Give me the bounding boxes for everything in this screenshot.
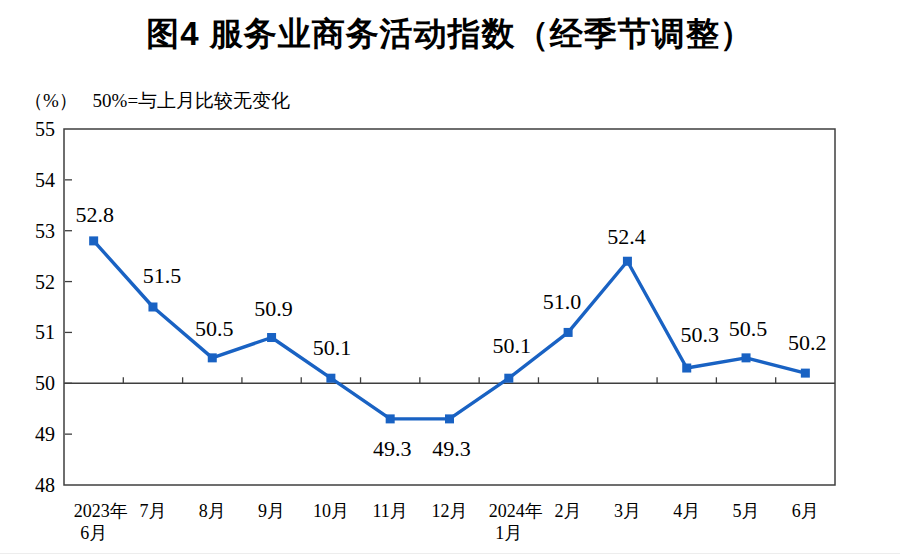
data-point-marker (623, 257, 632, 266)
data-label: 50.3 (680, 322, 719, 347)
services-business-activity-line-chart: 48 49 50 51 52 53 54 55 52.8 51.5 50.5 50.9 50.1 49.3… (0, 0, 900, 558)
data-label: 50.5 (195, 316, 234, 341)
x-tick-label: 8月 (199, 501, 226, 521)
data-label: 51.0 (543, 289, 582, 314)
data-point-marker (267, 333, 276, 342)
data-point-marker (326, 374, 335, 383)
y-tick-label: 53 (35, 220, 55, 242)
x-tick-label: 6月 (792, 501, 819, 521)
data-label: 50.1 (493, 333, 532, 358)
x-tick-label: 10月 (313, 501, 349, 521)
data-point-marker (89, 236, 98, 245)
x-tick-label: 9月 (258, 501, 285, 521)
data-label: 50.2 (788, 330, 827, 355)
data-label: 52.8 (75, 202, 114, 227)
x-tick-label: 7月 (139, 501, 166, 521)
data-point-marker (445, 414, 454, 423)
figure-canvas: 图4 服务业商务活动指数（经季节调整） （%） 50%=与上月比较无变化 484… (0, 0, 900, 558)
x-tick-label-line2: 1月 (495, 523, 522, 543)
data-label: 49.3 (373, 436, 412, 461)
x-tick-label: 2月 (555, 501, 582, 521)
y-tick-label: 52 (35, 271, 55, 293)
data-point-marker (564, 328, 573, 337)
x-tick-label: 11月 (373, 501, 408, 521)
y-tick-label: 49 (35, 423, 55, 445)
x-tick-label: 2023年 (74, 501, 128, 521)
x-tick-label: 5月 (733, 501, 760, 521)
data-point-marker (148, 303, 157, 312)
x-tick-label: 4月 (673, 501, 700, 521)
x-tick-label: 2024年 (489, 501, 543, 521)
data-label: 51.5 (143, 263, 182, 288)
data-label: 50.1 (313, 335, 352, 360)
data-point-marker (742, 353, 751, 362)
x-tick-label: 3月 (614, 501, 641, 521)
y-tick-label: 50 (35, 372, 55, 394)
data-label: 52.4 (607, 224, 646, 249)
y-tick-label: 48 (35, 474, 55, 496)
data-point-marker (504, 374, 513, 383)
y-tick-label: 55 (35, 118, 55, 140)
x-tick-label-line2: 6月 (80, 523, 107, 543)
data-label: 50.5 (729, 316, 768, 341)
data-point-marker (801, 369, 810, 378)
plot-frame (64, 129, 835, 485)
y-tick-label: 54 (35, 169, 55, 191)
data-label: 49.3 (432, 436, 471, 461)
data-point-marker (386, 414, 395, 423)
bottom-divider (0, 553, 900, 554)
y-tick-label: 51 (35, 321, 55, 343)
data-point-marker (682, 364, 691, 373)
x-tick-label: 12月 (432, 501, 468, 521)
data-label: 50.9 (254, 296, 293, 321)
data-point-marker (208, 353, 217, 362)
